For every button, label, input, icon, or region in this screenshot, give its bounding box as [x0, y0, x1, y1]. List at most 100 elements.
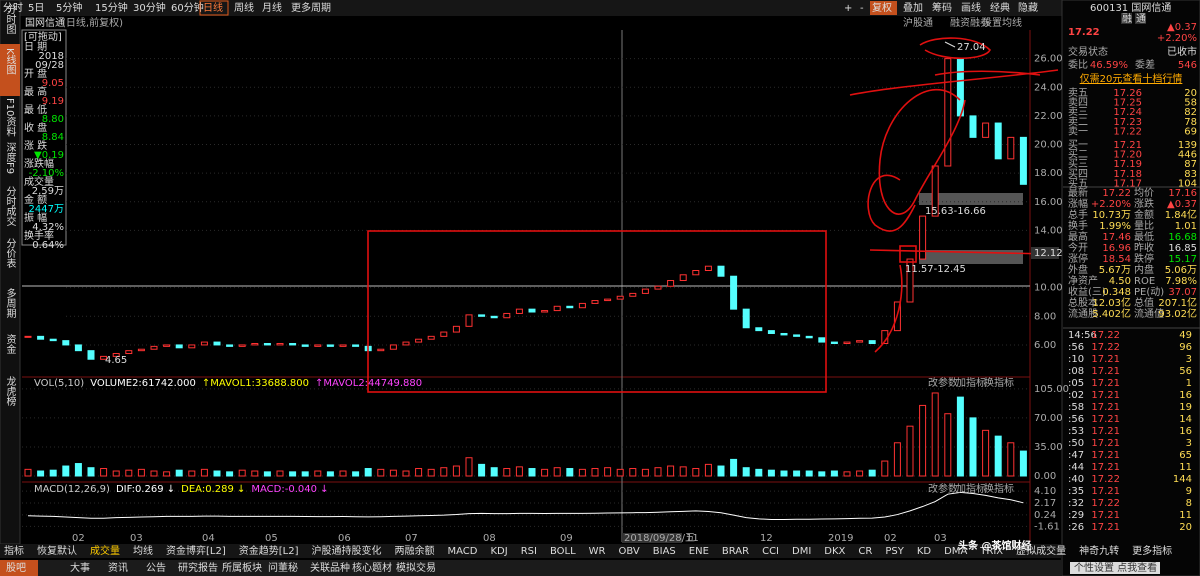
candle: [62, 340, 70, 346]
side-tab[interactable]: 分价表: [4, 238, 16, 269]
indicator-tab[interactable]: 恢复默认: [37, 544, 77, 557]
indicator-tab[interactable]: DMA: [944, 546, 967, 557]
period-tab[interactable]: 30分钟: [133, 1, 166, 14]
side-tab[interactable]: 分时成交: [4, 186, 16, 227]
side-tab[interactable]: K线图: [4, 48, 16, 75]
period-tab[interactable]: 分时: [3, 2, 23, 14]
status-tab[interactable]: 关联品种: [310, 561, 350, 574]
status-tab[interactable]: 股吧: [6, 562, 26, 574]
stat-value: 5.67万: [1099, 265, 1131, 276]
indicator-tab[interactable]: 沪股通持股变化: [312, 544, 382, 557]
tool-button[interactable]: 筹码: [932, 1, 952, 14]
panel-button[interactable]: 改参数: [928, 376, 958, 389]
candle: [289, 343, 297, 346]
status-tab[interactable]: 所属板块: [222, 561, 262, 574]
header-link[interactable]: 融资融券: [950, 16, 990, 29]
status-tab[interactable]: 研究报告: [178, 561, 218, 574]
tool-button[interactable]: 经典: [990, 1, 1010, 14]
indicator-tab[interactable]: 指标: [4, 544, 24, 557]
volume-bar: [553, 467, 561, 477]
indicator-tab[interactable]: 资金博弈[L2]: [166, 544, 226, 557]
tool-button[interactable]: 隐藏: [1018, 2, 1038, 14]
tick-volume: 16: [1179, 390, 1192, 401]
legend-text: DEA:0.289 ↓: [181, 484, 245, 495]
period-tab[interactable]: 15分钟: [95, 1, 128, 14]
tool-button[interactable]: -: [860, 3, 864, 14]
tick-price: 17.22: [1091, 498, 1120, 509]
tool-button[interactable]: 画线: [961, 1, 981, 14]
dif-line: [27, 491, 1024, 520]
side-tab[interactable]: 多周期: [4, 287, 16, 319]
volume-bar: [931, 392, 939, 477]
period-tab[interactable]: 日线: [203, 1, 223, 14]
indicator-tab[interactable]: 神奇九转: [1079, 544, 1119, 557]
indicator-tab[interactable]: 更多指标: [1132, 544, 1172, 557]
notice[interactable]: 个性设置 点我查看: [1074, 561, 1157, 574]
side-tab[interactable]: 龙虎榜: [4, 375, 16, 407]
volume-bar: [112, 470, 120, 477]
status-tab[interactable]: 核心题材: [352, 561, 392, 574]
candle: [566, 305, 574, 309]
candle: [780, 332, 788, 336]
info-value: 0.64%: [32, 240, 64, 251]
indicator-tab[interactable]: BIAS: [653, 546, 676, 557]
stat-label: 涨停: [1068, 252, 1088, 265]
status-tab[interactable]: 模拟交易: [396, 561, 436, 574]
status-tab[interactable]: 大事: [70, 561, 90, 574]
indicator-tab[interactable]: KD: [917, 546, 932, 557]
status-tab[interactable]: 公告: [146, 561, 166, 574]
period-tab[interactable]: 5分钟: [56, 1, 82, 14]
panel-button[interactable]: 改参数: [928, 482, 958, 495]
indicator-tab[interactable]: DMI: [792, 546, 811, 557]
promo-link[interactable]: 仅需20元查看十档行情: [1080, 72, 1183, 85]
indicator-tab[interactable]: BOLL: [550, 546, 576, 557]
candle: [427, 335, 435, 340]
indicator-tab[interactable]: 虚拟成交量: [1016, 544, 1066, 557]
indicator-tab[interactable]: DKX: [824, 546, 845, 557]
indicator-tab[interactable]: BRAR: [722, 546, 749, 557]
period-tab[interactable]: 月线: [262, 1, 282, 14]
panel-button[interactable]: 加指标: [956, 482, 986, 495]
indicator-tab[interactable]: RSI: [521, 546, 537, 557]
indicator-tab[interactable]: CR: [858, 546, 872, 557]
header-link[interactable]: 沪股通: [903, 16, 933, 29]
candle: [24, 335, 32, 338]
period-tab[interactable]: 60分钟: [171, 1, 204, 14]
active-status: [0, 560, 38, 576]
stat-value: 0.348: [1102, 287, 1131, 298]
tool-button[interactable]: 复权: [872, 1, 892, 14]
indicator-tab[interactable]: 资金趋势[L2]: [239, 544, 299, 557]
indicator-tab[interactable]: ENE: [689, 546, 709, 557]
period-tab[interactable]: 5日: [28, 3, 44, 14]
period-tab[interactable]: 更多周期: [291, 1, 331, 14]
panel-button[interactable]: 换指标: [984, 482, 1014, 495]
indicator-tab[interactable]: OBV: [619, 546, 640, 557]
indicator-tab[interactable]: CCI: [762, 546, 779, 557]
status-tab[interactable]: 资讯: [108, 562, 128, 574]
volume-bar: [578, 468, 586, 477]
indicator-tab[interactable]: KDJ: [490, 546, 507, 557]
status-tab[interactable]: 问董秘: [268, 561, 298, 574]
candle: [339, 344, 347, 347]
indicator-tab[interactable]: TRIX: [979, 546, 1003, 557]
side-tab[interactable]: 深度F9: [4, 142, 16, 174]
panel-button[interactable]: 换指标: [984, 376, 1014, 389]
header-link[interactable]: 设置均线: [982, 16, 1022, 29]
indicator-tab[interactable]: 两融余额: [395, 544, 435, 557]
side-tab[interactable]: 资金: [4, 334, 16, 354]
side-tab[interactable]: F10资料: [4, 98, 16, 137]
candle: [868, 340, 876, 345]
panel-button[interactable]: 加指标: [956, 376, 986, 389]
tool-button[interactable]: +: [844, 3, 852, 14]
period-tab[interactable]: 周线: [234, 1, 254, 14]
tick-volume: 56: [1179, 366, 1192, 377]
indicator-tab[interactable]: 成交量: [90, 544, 120, 557]
candle: [730, 275, 738, 310]
volume-bar: [364, 468, 372, 477]
indicator-tab[interactable]: PSY: [885, 546, 904, 557]
indicator-tab[interactable]: 均线: [133, 544, 153, 557]
tool-button[interactable]: 叠加: [903, 2, 923, 14]
indicator-tab[interactable]: MACD: [448, 546, 478, 557]
indicator-tab[interactable]: WR: [589, 546, 606, 557]
side-tab[interactable]: 分时图: [4, 4, 16, 35]
